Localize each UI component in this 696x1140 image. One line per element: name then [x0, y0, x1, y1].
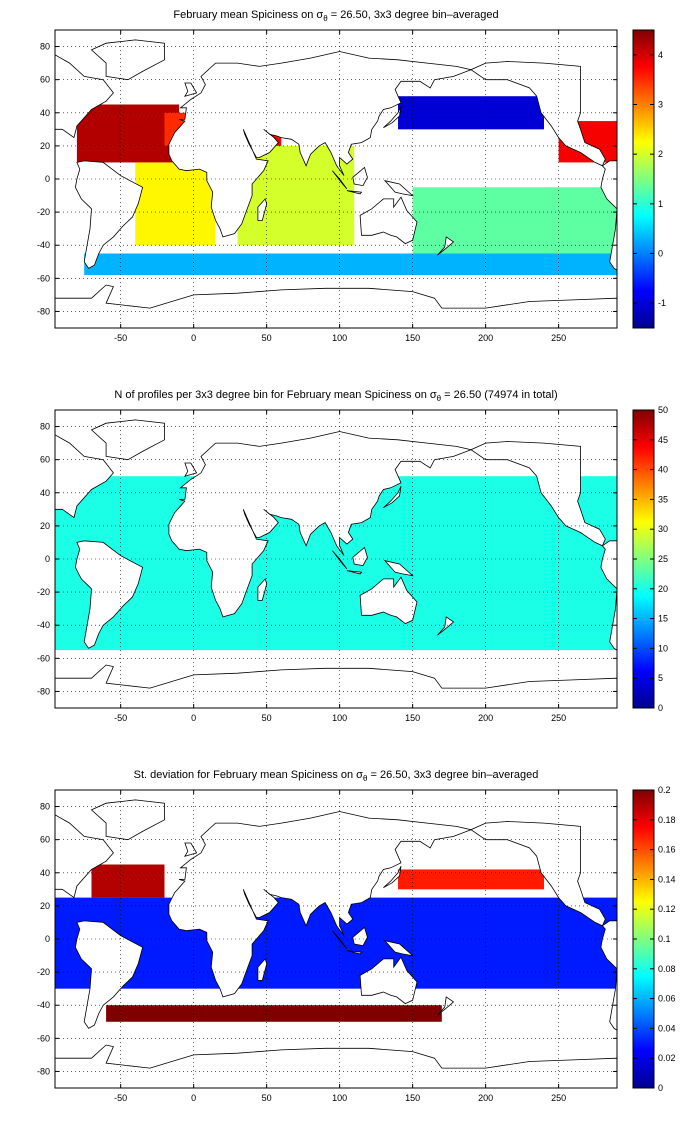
x-tick-label: 250 — [551, 333, 566, 343]
y-tick-label: -20 — [37, 207, 50, 217]
x-tick-label: 250 — [551, 1093, 566, 1103]
colorbar-tick-label: 25 — [658, 554, 668, 564]
colorbar-tick-label: 30 — [658, 524, 668, 534]
x-tick-label: 0 — [191, 1093, 196, 1103]
colorbar-tick-label: 0.12 — [658, 904, 676, 914]
colorbar-tick-label: 0.04 — [658, 1023, 676, 1033]
spiciness-mean-panel: February mean Spiciness on σθ = 26.50, 3… — [37, 9, 666, 343]
colorbar-tick-label: 5 — [658, 673, 663, 683]
grid — [55, 410, 617, 708]
colorbar-tick-label: 15 — [658, 614, 668, 624]
colorbar-tick-label: 0 — [658, 703, 663, 713]
colorbar-tick-label: 0.02 — [658, 1053, 676, 1063]
coastline — [55, 799, 617, 1088]
y-tick-label: 40 — [40, 868, 50, 878]
y-tick-label: 0 — [45, 554, 50, 564]
y-tick-label: 0 — [45, 174, 50, 184]
colorbar-tick-label: 20 — [658, 584, 668, 594]
y-tick-label: -60 — [37, 653, 50, 663]
grid — [55, 30, 617, 328]
data-region-2 — [398, 869, 545, 890]
x-tick-label: 250 — [551, 713, 566, 723]
colorbar-tick-label: 0.16 — [658, 845, 676, 855]
data-region-7 — [84, 253, 617, 276]
data-region-0 — [106, 1005, 442, 1022]
y-tick-label: 20 — [40, 141, 50, 151]
colorbar-tick-label: 40 — [658, 465, 668, 475]
spiciness-std-panel: St. deviation for February mean Spicines… — [37, 769, 676, 1103]
x-tick-label: 150 — [405, 713, 420, 723]
coastline — [55, 39, 617, 328]
y-tick-label: 0 — [45, 934, 50, 944]
data-region-0 — [76, 104, 180, 163]
colorbar-tick-label: 3 — [658, 100, 663, 110]
colorbar-tick-label: 1 — [658, 199, 663, 209]
data-region-1 — [91, 864, 165, 898]
x-tick-label: 50 — [262, 1093, 272, 1103]
y-tick-label: -20 — [37, 587, 50, 597]
colorbar-tick-label: 50 — [658, 405, 668, 415]
y-tick-label: 60 — [40, 75, 50, 85]
colorbar: 0.2 0.18 0.16 0.14 0.12 0.1 0.08 0.06 0.04 0.02 0 — [632, 785, 676, 1093]
x-tick-label: 100 — [332, 1093, 347, 1103]
x-tick-label: 200 — [478, 1093, 493, 1103]
y-tick-label: -60 — [37, 273, 50, 283]
profile-count-panel: N of profiles per 3x3 degree bin for Feb… — [37, 389, 668, 723]
colorbar-tick-label: 0 — [658, 249, 663, 259]
x-tick-label: -50 — [114, 1093, 127, 1103]
x-tick-label: 200 — [478, 333, 493, 343]
chart-title: February mean Spiciness on σθ = 26.50, 3… — [173, 9, 498, 23]
x-tick-label: 0 — [191, 333, 196, 343]
x-tick-label: 150 — [405, 1093, 420, 1103]
colorbar-tick-label: 45 — [658, 435, 668, 445]
y-tick-label: 80 — [40, 422, 50, 432]
colorbar-tick-label: 0.1 — [658, 934, 671, 944]
y-tick-label: -60 — [37, 1033, 50, 1043]
y-tick-label: 80 — [40, 802, 50, 812]
x-tick-label: 100 — [332, 713, 347, 723]
x-tick-label: -50 — [114, 713, 127, 723]
x-tick-label: 50 — [262, 333, 272, 343]
data-region-5 — [412, 187, 617, 254]
y-tick-label: -40 — [37, 620, 50, 630]
colorbar-tick-label: 0.14 — [658, 874, 676, 884]
colorbar-tick-label: 35 — [658, 494, 668, 504]
y-tick-label: 60 — [40, 835, 50, 845]
y-tick-label: -80 — [37, 1066, 50, 1076]
grid — [55, 790, 617, 1088]
colorbar-tick-label: 2 — [658, 149, 663, 159]
colorbar-tick-label: 10 — [658, 643, 668, 653]
y-tick-label: -40 — [37, 240, 50, 250]
chart-title: St. deviation for February mean Spicines… — [134, 769, 539, 783]
colorbar-tick-label: 0 — [658, 1083, 663, 1093]
colorbar-tick-label: 0.06 — [658, 994, 676, 1004]
coastline — [55, 419, 617, 708]
y-tick-label: -80 — [37, 686, 50, 696]
colorbar: 4 3 2 1 0 -1 — [632, 29, 666, 329]
y-tick-label: 20 — [40, 901, 50, 911]
y-tick-label: 80 — [40, 42, 50, 52]
chart-title: N of profiles per 3x3 degree bin for Feb… — [114, 389, 557, 403]
x-tick-label: -50 — [114, 333, 127, 343]
x-tick-label: 0 — [191, 713, 196, 723]
x-tick-label: 150 — [405, 333, 420, 343]
y-tick-label: -20 — [37, 967, 50, 977]
y-tick-label: -40 — [37, 1000, 50, 1010]
x-tick-label: 200 — [478, 713, 493, 723]
x-tick-label: 100 — [332, 333, 347, 343]
data-region-3 — [135, 162, 216, 246]
colorbar-tick-label: 0.08 — [658, 964, 676, 974]
y-tick-label: 20 — [40, 521, 50, 531]
y-tick-label: 60 — [40, 455, 50, 465]
colorbar-tick-label: 4 — [658, 50, 663, 60]
colorbar-tick-label: -1 — [658, 298, 666, 308]
y-tick-label: 40 — [40, 488, 50, 498]
x-tick-label: 50 — [262, 713, 272, 723]
colorbar-tick-label: 0.18 — [658, 815, 676, 825]
y-tick-label: -80 — [37, 306, 50, 316]
y-tick-label: 40 — [40, 108, 50, 118]
colorbar-tick-label: 0.2 — [658, 785, 671, 795]
